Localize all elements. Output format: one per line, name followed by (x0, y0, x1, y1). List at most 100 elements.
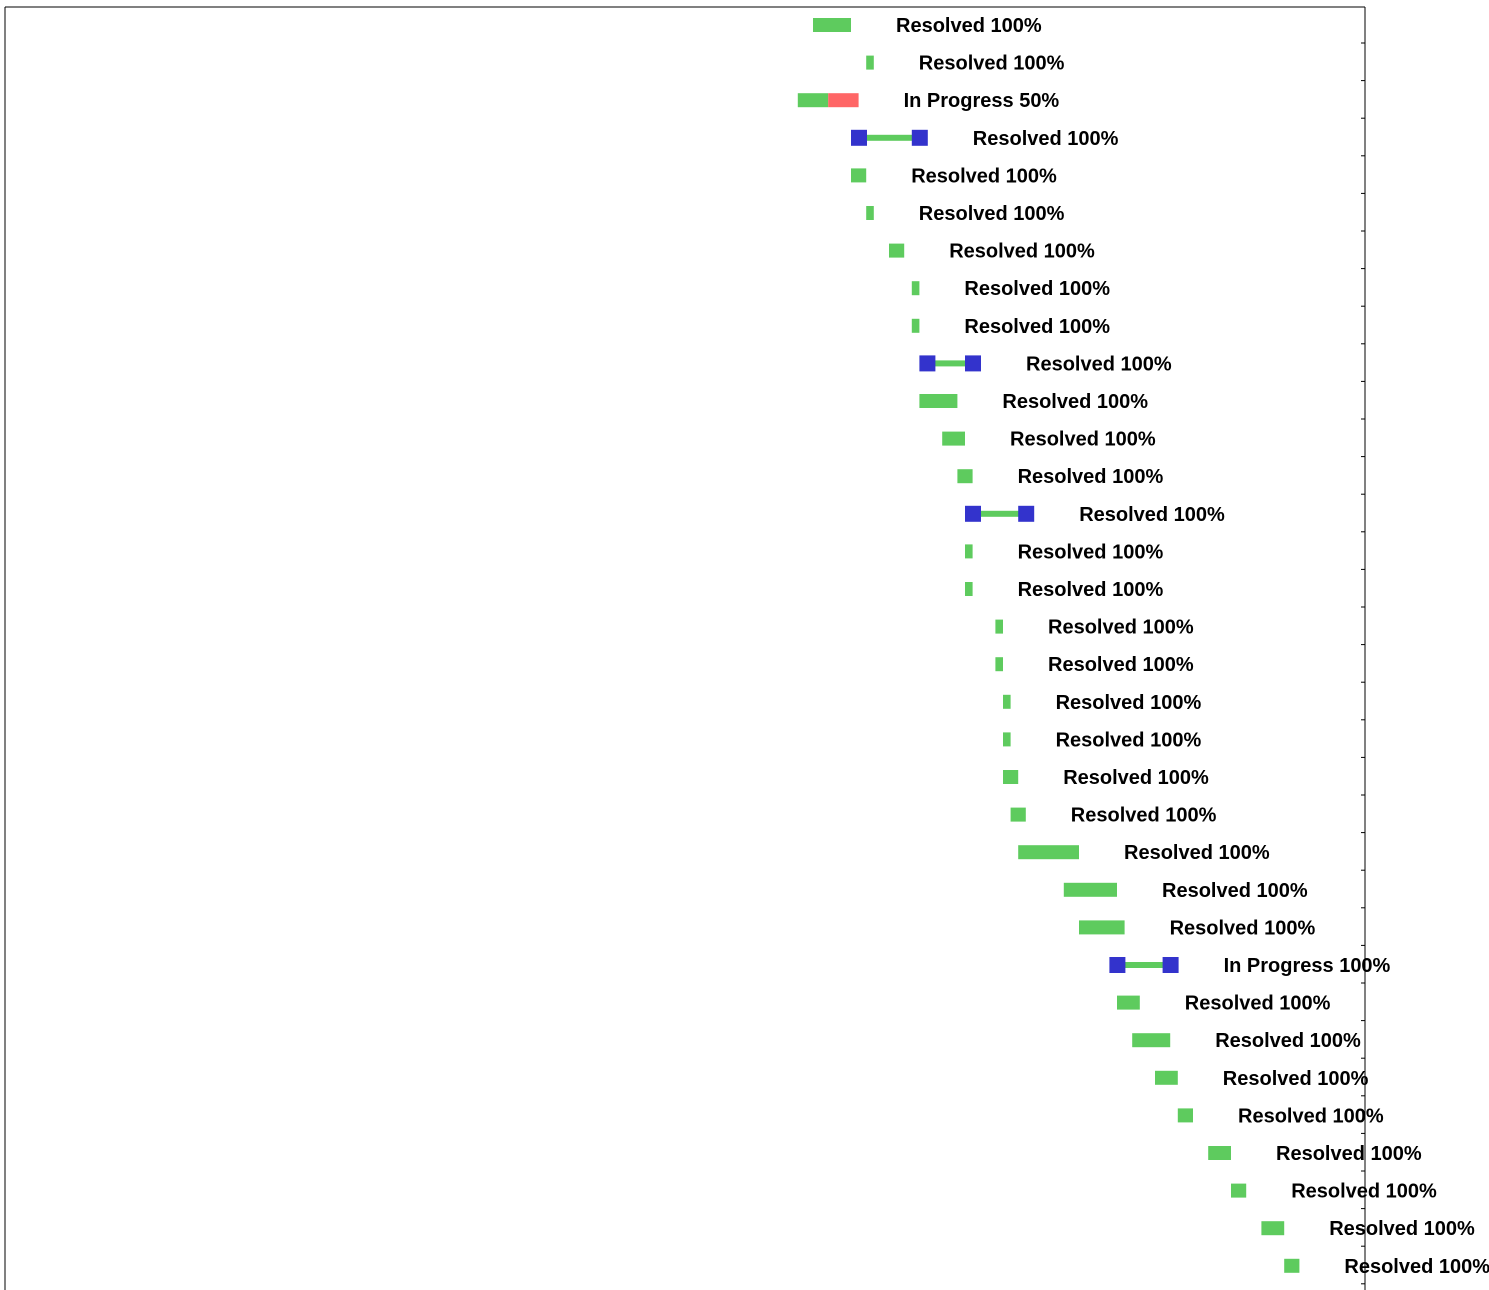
task-bar-completed (797, 93, 829, 108)
task-row (1079, 920, 1125, 935)
task-range-line (927, 360, 973, 367)
task-bar-completed (851, 168, 867, 183)
task-bar-completed (1063, 882, 1117, 897)
task-status-label: In Progress 100% (1224, 955, 1391, 977)
task-row (1018, 845, 1079, 860)
task-row (911, 318, 920, 333)
task-status-label: Resolved 100% (1018, 466, 1164, 488)
task-status-label: Resolved 100% (1002, 391, 1148, 413)
task-bar-completed (1018, 845, 1079, 860)
task-bar-completed (1132, 1033, 1171, 1048)
milestone-start-marker (919, 355, 936, 372)
task-row (942, 431, 965, 446)
task-status-label: Resolved 100% (1026, 353, 1172, 375)
task-bar-completed (1284, 1258, 1300, 1273)
task-row (1003, 694, 1011, 709)
task-status-label: Resolved 100% (919, 53, 1065, 75)
task-row (866, 55, 874, 70)
task-row (957, 469, 973, 484)
task-bar-completed (866, 206, 874, 220)
milestone-end-marker (965, 355, 981, 372)
task-bar-completed (889, 243, 905, 258)
task-row (919, 355, 981, 372)
task-status-label: Resolved 100% (1344, 1256, 1489, 1278)
task-row (919, 394, 958, 408)
task-status-label: Resolved 100% (919, 203, 1065, 225)
task-bar-completed (813, 18, 851, 32)
task-row (1231, 1183, 1247, 1198)
task-status-label: Resolved 100% (1079, 504, 1225, 526)
task-status-label: Resolved 100% (1018, 579, 1164, 601)
task-row (965, 544, 973, 559)
task-row (813, 18, 851, 32)
task-bar-completed (919, 394, 958, 408)
milestone-start-marker (1109, 957, 1126, 973)
task-status-label: Resolved 100% (973, 128, 1119, 150)
task-bar-completed (942, 431, 965, 446)
task-status-label: Resolved 100% (1124, 842, 1270, 864)
task-status-label: Resolved 100% (1185, 993, 1331, 1015)
task-status-label: Resolved 100% (1048, 617, 1194, 639)
task-row (965, 582, 973, 596)
task-row (1208, 1146, 1231, 1160)
task-status-label: Resolved 100% (1063, 767, 1209, 789)
task-row (889, 243, 905, 258)
task-row (851, 129, 928, 146)
task-status-label: Resolved 100% (1215, 1030, 1361, 1052)
task-status-label: Resolved 100% (1329, 1218, 1475, 1240)
task-row (866, 206, 874, 220)
task-bar-completed (911, 318, 920, 333)
task-bar-completed (1261, 1221, 1285, 1236)
task-row (911, 281, 920, 296)
task-row (1284, 1258, 1300, 1273)
milestone-start-marker (851, 129, 867, 146)
task-row (1010, 807, 1026, 822)
task-bar-completed (911, 281, 920, 296)
task-bar-completed (1079, 920, 1125, 935)
task-bar-completed (866, 55, 874, 70)
task-bar-completed (1010, 807, 1026, 822)
milestone-end-marker (911, 129, 928, 146)
task-status-label: Resolved 100% (1238, 1105, 1384, 1127)
task-status-label: Resolved 100% (1010, 429, 1156, 451)
task-status-label: Resolved 100% (949, 241, 1095, 263)
task-row (1109, 957, 1179, 973)
task-status-label: Resolved 100% (1291, 1181, 1437, 1203)
task-row (1117, 995, 1140, 1010)
task-row (965, 505, 1035, 522)
task-status-label: Resolved 100% (1276, 1143, 1422, 1165)
task-row (1063, 882, 1117, 897)
task-row (995, 619, 1003, 634)
task-bar-completed (1003, 732, 1011, 747)
task-bar-completed (995, 657, 1003, 672)
task-bar-completed (1003, 694, 1011, 709)
task-row (1003, 770, 1019, 784)
task-bar-completed (957, 469, 973, 484)
chart-frame (4, 6, 1366, 1290)
task-status-label: Resolved 100% (1071, 805, 1217, 827)
task-row (1003, 732, 1011, 747)
task-row (1155, 1070, 1178, 1085)
task-row (1132, 1033, 1171, 1048)
task-status-label: Resolved 100% (964, 278, 1110, 300)
task-bar-completed (1208, 1146, 1231, 1160)
task-status-label: Resolved 100% (896, 15, 1042, 37)
task-range-line (973, 510, 1027, 517)
task-row (995, 657, 1003, 672)
task-status-label: Resolved 100% (964, 316, 1110, 338)
task-status-label: Resolved 100% (1162, 880, 1308, 902)
task-status-label: Resolved 100% (1223, 1068, 1369, 1090)
milestone-end-marker (1018, 505, 1035, 522)
task-row (1261, 1221, 1285, 1236)
task-bar-completed (1117, 995, 1140, 1010)
task-bars (797, 18, 1300, 1273)
task-bar-completed (1003, 770, 1019, 784)
task-bar-completed (965, 544, 973, 559)
task-row (1177, 1108, 1193, 1123)
task-status-label: Resolved 100% (1018, 541, 1164, 563)
task-row (851, 168, 867, 183)
task-labels: Resolved 100% Resolved 100% In Progress 50… (896, 15, 1489, 1278)
task-status-label: Resolved 100% (1056, 692, 1202, 714)
